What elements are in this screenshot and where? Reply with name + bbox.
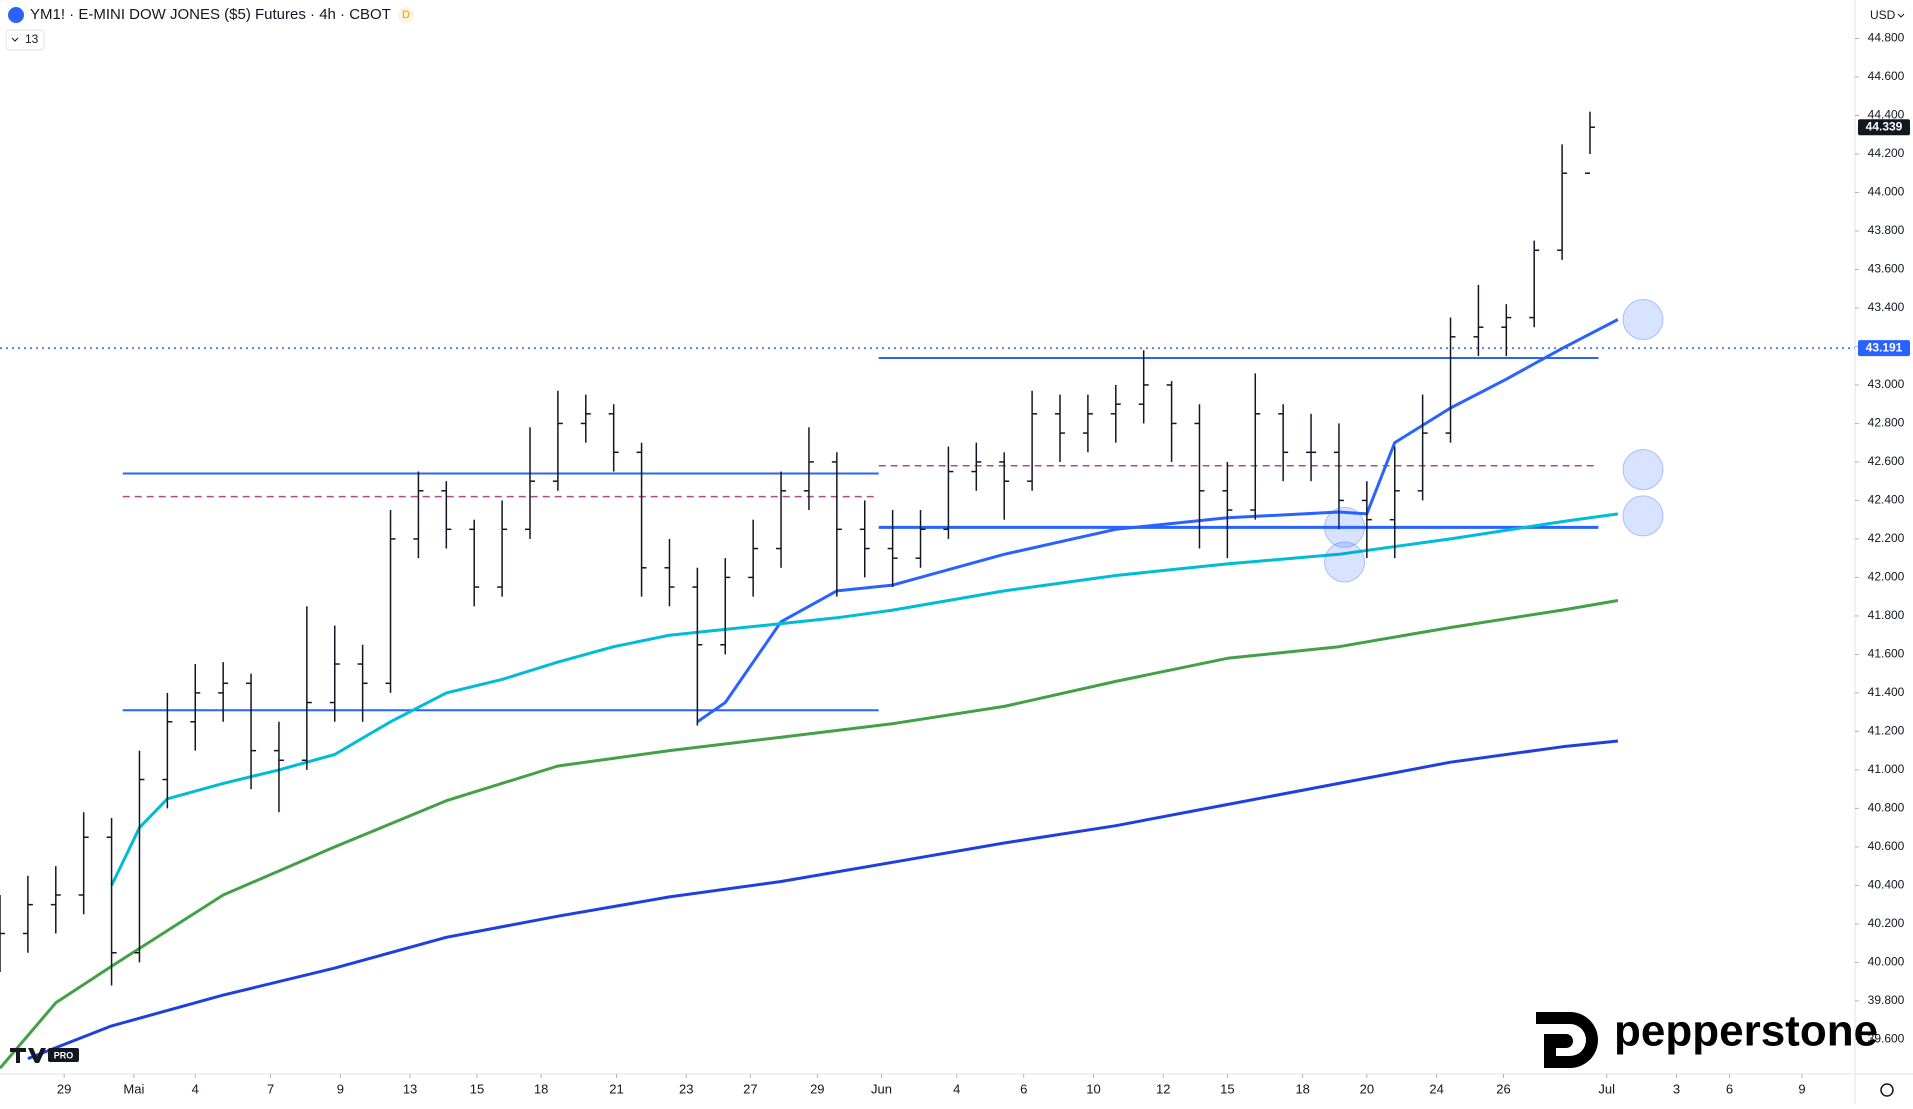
y-tick-label: 42.600 [1868,454,1905,468]
highlight [1622,495,1664,537]
y-tick-label: 40.200 [1868,916,1905,930]
x-tick-label: 4 [953,1081,960,1096]
indicator-count[interactable]: 13 [25,32,39,46]
y-tick-label: 42.200 [1868,531,1905,545]
y-tick-label: 44.200 [1868,146,1905,160]
x-tick-label: 20 [1360,1081,1374,1096]
pro-box [48,1048,79,1062]
y-tick-label: 44.400 [1868,108,1905,122]
price-axis [1855,0,1913,1104]
x-tick-label: 18 [1295,1081,1309,1096]
y-tick-label: 42.800 [1868,416,1905,430]
y-tick-label: 39.800 [1868,993,1905,1007]
y-tick-label: 43.600 [1868,262,1905,276]
y-tick-label: 40.800 [1868,801,1905,815]
x-tick-label: 18 [534,1081,548,1096]
symbol-title[interactable]: YM1! · E-MINI DOW JONES ($5) Futures · 4… [30,6,391,23]
x-tick-label: 13 [403,1081,417,1096]
x-tick-label: 29 [57,1081,71,1096]
y-tick-label: 41.800 [1868,608,1905,622]
x-tick-label: 15 [1220,1081,1234,1096]
highlight [1324,506,1366,548]
tv-mark [10,1048,46,1063]
axes: 39.600 39.800 40.000 40.200 40.400 40.600 40.8… [57,31,1910,1096]
y-tick-label: 43.400 [1868,300,1905,314]
ma-line [27,739,1619,1060]
price-tag [1858,119,1910,136]
highlight [1622,449,1664,491]
y-tick-label: 42.000 [1868,570,1905,584]
x-tick-label: 9 [1798,1081,1805,1096]
currency[interactable]: USD [1870,8,1896,22]
y-tick-label: 40.000 [1868,955,1905,969]
x-tick-label: 15 [470,1081,484,1096]
y-tick-label: 40.400 [1868,878,1905,892]
x-tick-label: 27 [743,1081,757,1096]
y-tick-label: 41.200 [1868,724,1905,738]
x-tick-label: 24 [1429,1081,1443,1096]
brand-mark [1544,1034,1573,1068]
x-tick-label: 7 [267,1081,274,1096]
chevron [1897,13,1905,18]
indicator-toggle[interactable] [5,29,45,51]
y-tick-label: 44.600 [1868,69,1905,83]
badge[interactable]: D [402,9,410,21]
x-tick-label: 9 [337,1081,344,1096]
price-tag [1858,340,1910,357]
x-tick-label: 29 [810,1081,824,1096]
highlight [1324,541,1366,583]
x-tick-label: Jul [1598,1081,1615,1096]
plot-area [0,111,1855,1070]
x-tick-label: 21 [609,1081,623,1096]
y-tick-label: 41.000 [1868,762,1905,776]
ma-line [0,599,1619,1070]
x-tick-label: 26 [1496,1081,1510,1096]
y-tick-label: 39.600 [1868,1032,1905,1046]
x-tick-label: 12 [1156,1081,1170,1096]
brand-name: pepperstone [1614,1007,1878,1056]
y-tick-label: 40.600 [1868,839,1905,853]
y-tick-label: 44.000 [1868,185,1905,199]
ma-line [110,512,1619,887]
price-tag-label: 44.339 [1866,119,1903,133]
x-tick-label: Jun [871,1081,892,1096]
x-tick-label: 10 [1086,1081,1100,1096]
pro-label: PRO [54,1050,74,1060]
brand-mark [1536,1012,1598,1068]
price-tag-label: 43.191 [1866,340,1903,354]
x-tick-label: 4 [192,1081,199,1096]
tv-logo: PRO [10,1048,79,1063]
y-tick-label: 41.400 [1868,685,1905,699]
settings-icon[interactable] [1880,1083,1894,1097]
x-tick-label: 23 [679,1081,693,1096]
y-tick-label: 41.600 [1868,647,1905,661]
x-tick-label: Mai [123,1081,144,1096]
y-tick-label: 42.400 [1868,493,1905,507]
y-tick-label: 44.800 [1868,31,1905,45]
highlight [1622,299,1664,341]
x-tick-label: 3 [1673,1081,1680,1096]
brand-logo: pepperstone [1536,1007,1878,1068]
x-tick-label: 6 [1020,1081,1027,1096]
symbol-icon[interactable] [8,7,24,23]
x-tick-label: 6 [1726,1081,1733,1096]
y-tick-label: 43.000 [1868,377,1905,391]
chevron [11,37,19,42]
badge-bg[interactable] [398,7,414,23]
y-tick-label: 43.800 [1868,223,1905,237]
